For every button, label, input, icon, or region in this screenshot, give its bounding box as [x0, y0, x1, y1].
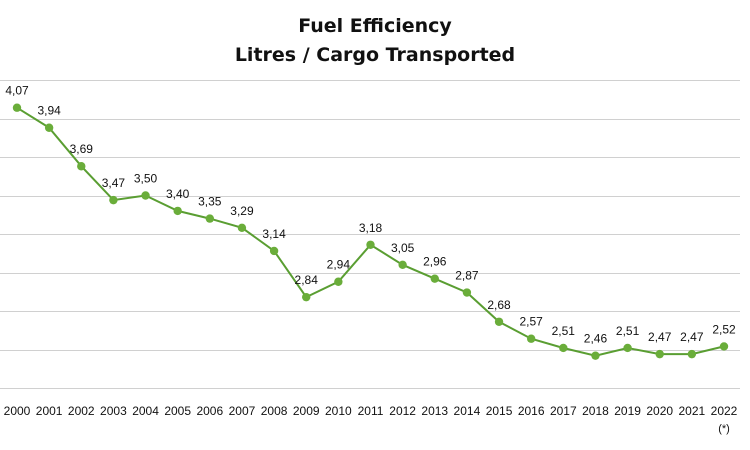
data-point	[77, 162, 86, 171]
x-tick-label: 2018	[582, 404, 609, 418]
x-tick-label: 2016	[518, 404, 545, 418]
data-point	[109, 195, 118, 205]
data-point	[398, 260, 407, 269]
data-label: 3,50	[134, 172, 158, 186]
data-label: 2,94	[327, 258, 351, 272]
chart-subtitle-line: Litres / Cargo Transported	[234, 44, 516, 66]
x-tick-label: 2011	[358, 404, 384, 418]
x-tick-label: 2022	[711, 404, 738, 418]
x-tick-label: 2006	[196, 404, 223, 418]
x-tick-label: 2001	[36, 404, 63, 418]
data-label: 3,47	[102, 176, 126, 190]
x-tick-label: 2002	[68, 404, 95, 418]
data-label: 2,51	[616, 324, 640, 338]
data-label: 2,68	[487, 298, 511, 312]
data-label: 3,18	[359, 221, 383, 235]
data-label: 3,94	[37, 104, 61, 118]
data-label: 2,47	[680, 330, 704, 344]
data-label: 2,87	[455, 269, 479, 283]
data-label: 3,05	[391, 241, 415, 255]
data-labels: 4,07 3,94 3,69 3,47 3,50 3,40 3,35 3,29 3,14 2,84…	[5, 84, 736, 346]
x-tick-label: 2000	[4, 404, 31, 418]
data-point	[462, 288, 472, 297]
data-label: 4,07	[5, 84, 29, 98]
x-tick-label: 2013	[421, 404, 448, 418]
x-tick-label: 2015	[486, 404, 513, 418]
data-point	[526, 334, 536, 343]
data-point	[494, 317, 504, 326]
x-tick-label: 2004	[132, 404, 159, 418]
x-tick-label: 2005	[164, 404, 191, 418]
data-label: 2,84	[295, 273, 319, 287]
x-tick-note: (*)	[718, 423, 730, 435]
data-point	[655, 349, 664, 359]
x-tick-label: 2008	[261, 404, 288, 418]
data-point	[12, 103, 22, 112]
data-label: 2,52	[712, 322, 736, 336]
data-point	[687, 349, 697, 359]
data-point	[237, 223, 247, 233]
data-point	[173, 206, 182, 216]
x-tick-label: 2021	[679, 404, 706, 418]
data-point	[302, 292, 311, 302]
data-point	[623, 343, 632, 353]
data-point	[559, 343, 568, 353]
x-tick-label: 2014	[454, 404, 481, 418]
data-label: 3,35	[198, 195, 222, 209]
data-points	[12, 103, 729, 360]
chart-title-line: Fuel Efficiency	[298, 15, 452, 37]
x-axis: 2000 2001 2002 2003 2004 2005 2006 2007 2008 2009…	[4, 404, 738, 435]
chart-title: Fuel Efficiency Litres / Cargo Transport…	[0, 12, 750, 70]
x-tick-label: 2009	[293, 404, 320, 418]
data-point	[591, 351, 600, 360]
data-label: 2,47	[648, 330, 672, 344]
data-point	[719, 342, 729, 351]
x-tick-label: 2003	[100, 404, 127, 418]
data-point	[334, 277, 343, 286]
data-label: 3,14	[262, 227, 286, 241]
data-label: 2,46	[584, 332, 608, 346]
x-tick-label: 2020	[646, 404, 673, 418]
x-tick-label: 2007	[229, 404, 256, 418]
data-label: 2,51	[552, 324, 576, 338]
data-point	[366, 240, 375, 249]
data-label: 3,69	[70, 142, 94, 156]
data-point	[44, 123, 54, 132]
data-point	[205, 214, 215, 223]
x-tick-label: 2012	[389, 404, 416, 418]
data-point	[430, 274, 439, 283]
data-label: 3,40	[166, 187, 190, 201]
data-point	[269, 246, 279, 256]
x-tick-label: 2019	[614, 404, 641, 418]
data-label: 2,57	[520, 315, 544, 329]
x-tick-label: 2010	[325, 404, 352, 418]
data-label: 2,96	[423, 255, 447, 269]
x-tick-label: 2017	[550, 404, 577, 418]
data-point	[141, 191, 150, 200]
data-label: 3,29	[230, 204, 254, 218]
